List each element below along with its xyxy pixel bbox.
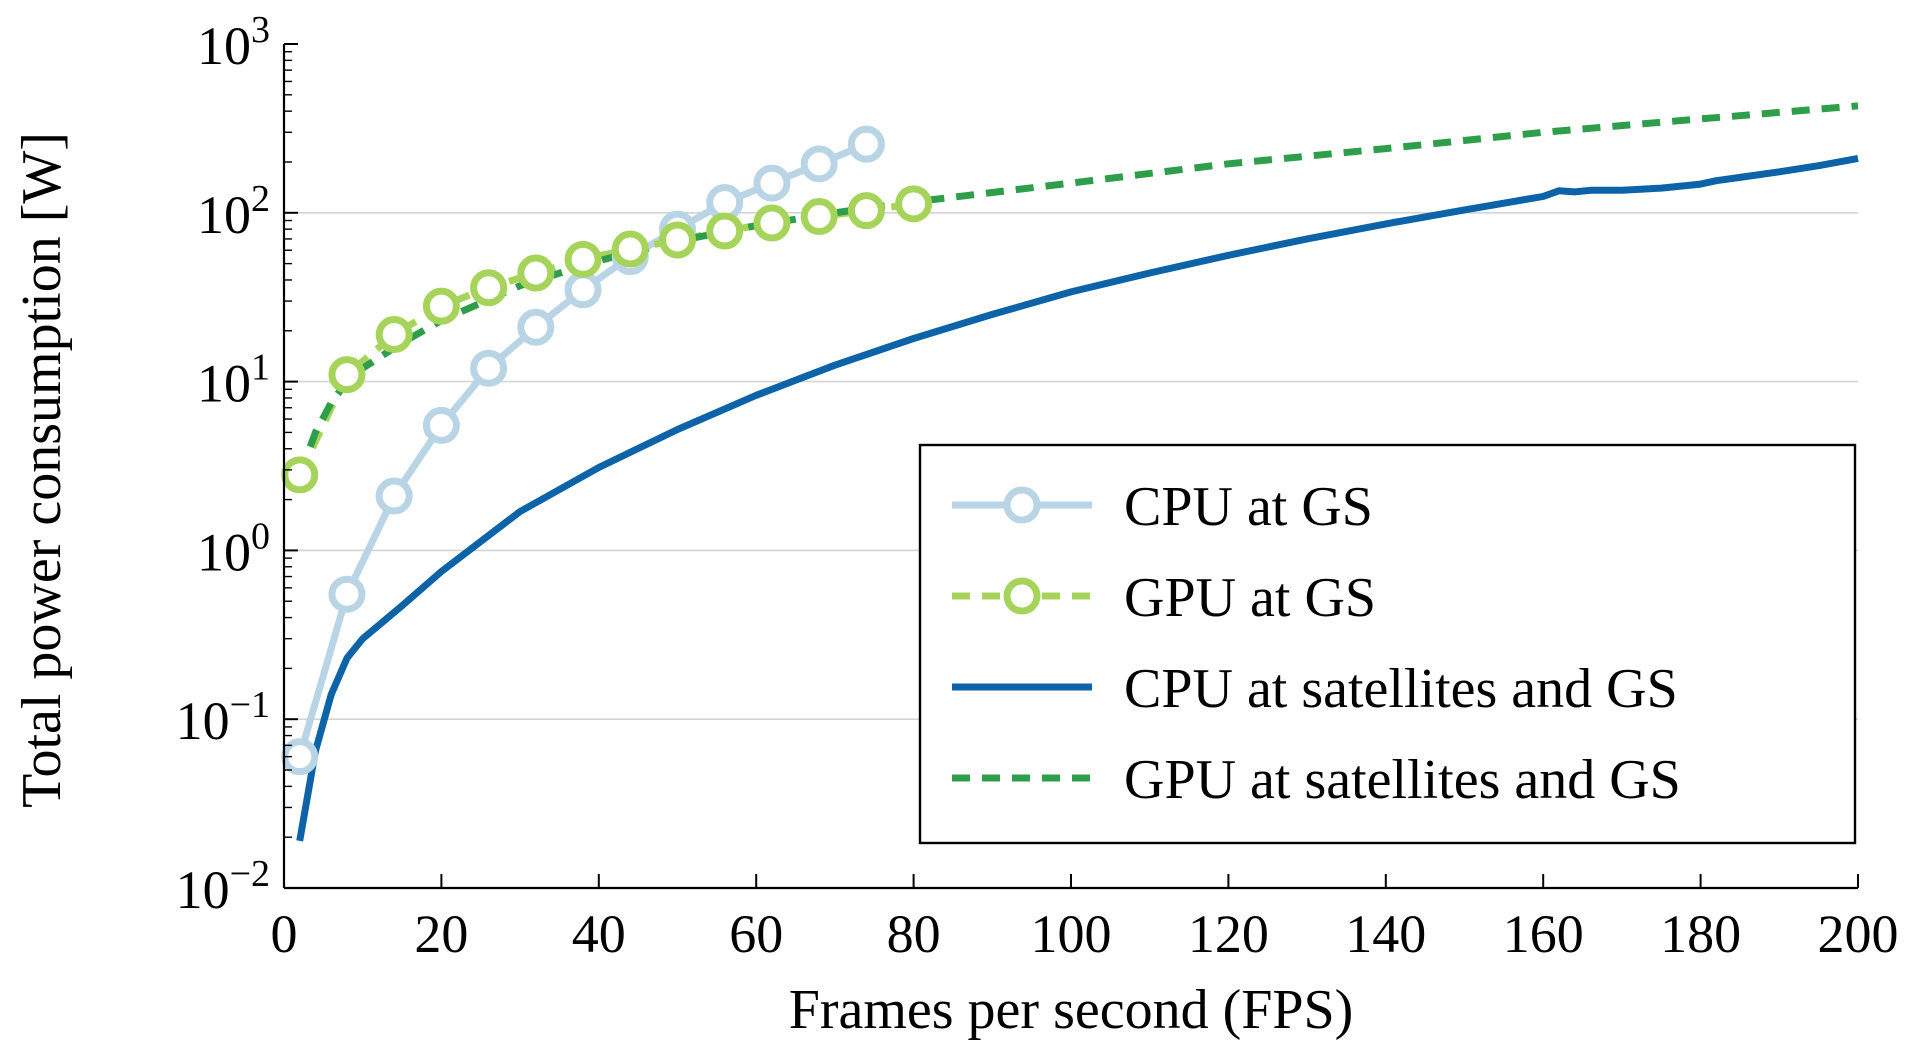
y-axis-title: Total power consumption [W] [11,132,73,808]
x-tick-label: 40 [572,904,626,964]
data-point [422,287,460,325]
series-group [281,102,1859,842]
legend: CPU at GS GPU at GS CPU at satellites and … [918,443,1857,845]
data-point [659,221,696,259]
data-point [847,192,885,230]
data-point [375,316,413,354]
x-tick-label: 140 [1345,904,1426,964]
data-point [611,230,649,268]
x-tick-label: 60 [729,904,783,964]
data-point [895,185,933,223]
legend-marker-sample [1003,577,1041,615]
x-tick-label: 100 [1031,904,1112,964]
y-tick-label: 10−2 [176,853,270,920]
data-point [375,477,413,515]
x-axis-title: Frames per second (FPS) [789,979,1354,1041]
y-tick-label: 103 [197,9,270,76]
data-point [422,406,460,444]
x-tick-label: 180 [1660,904,1741,964]
x-tick-label: 160 [1503,904,1584,964]
data-point [564,271,602,309]
legend-entry-label: CPU at GS [1124,476,1373,538]
ticks-group: 0 20 40 60 80 100 120 140 160 180 200 10−2 10−1 100 10… [176,9,1899,964]
y-tick-label: 100 [197,515,270,582]
legend-entry-label: CPU at satellites and GS [1124,658,1678,720]
x-tick-label: 200 [1818,904,1899,964]
data-point [706,212,744,250]
y-tick-label: 102 [197,178,270,245]
data-point [517,254,555,292]
data-point [800,145,838,183]
x-tick-label: 120 [1188,904,1269,964]
data-point [328,575,366,613]
x-tick-label: 0 [271,904,298,964]
data-point [753,164,791,202]
data-point [847,125,885,163]
data-point [281,456,319,494]
y-tick-label: 101 [197,347,270,414]
data-point [564,240,602,278]
data-point [470,349,508,387]
data-point [753,204,791,242]
data-point [470,269,508,307]
series-line [296,154,1859,842]
legend-entry-label: GPU at satellites and GS [1124,749,1681,811]
data-point [517,308,555,346]
legend-entry-label: GPU at GS [1124,567,1376,629]
x-tick-label: 80 [887,904,941,964]
data-point [328,356,366,394]
x-tick-label: 20 [414,904,468,964]
data-point [800,198,838,236]
y-tick-label: 10−1 [176,684,270,751]
legend-marker-sample [1003,486,1041,524]
